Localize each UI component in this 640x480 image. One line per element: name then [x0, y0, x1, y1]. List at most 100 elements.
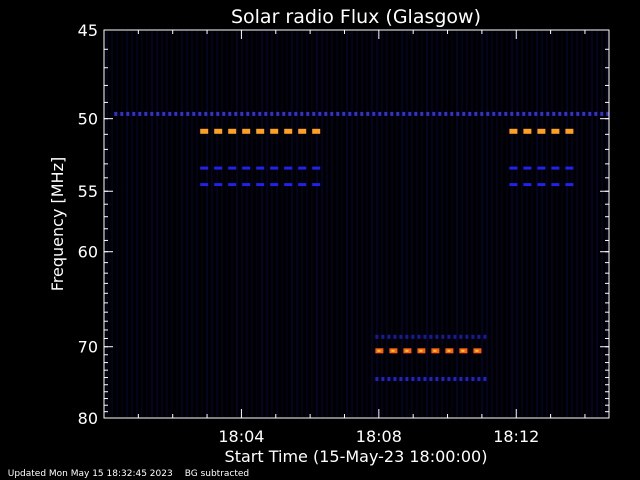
emission-block [565, 183, 574, 187]
emission-block [200, 183, 209, 187]
emission-core [419, 349, 423, 352]
noise-streak [366, 31, 368, 417]
noise-streak [161, 31, 163, 417]
noise-streak [241, 31, 243, 417]
emission-block [558, 111, 562, 116]
noise-streak [546, 31, 548, 417]
emission-block [381, 377, 385, 381]
emission-block [551, 166, 560, 170]
noise-streak [471, 31, 473, 417]
emission-block [282, 111, 286, 116]
emission-block [486, 111, 490, 116]
emission-block [408, 111, 412, 116]
emission-block [284, 183, 293, 187]
emission-block [552, 111, 556, 116]
noise-streak [196, 31, 198, 417]
noise-streak [266, 31, 268, 417]
emission-block [256, 183, 265, 187]
noise-streak [561, 31, 563, 417]
noise-streak [276, 31, 278, 417]
emission-block [465, 377, 469, 381]
emission-block [144, 111, 148, 116]
emission-block [504, 111, 508, 116]
emission-block [509, 183, 518, 187]
emission-block [474, 111, 478, 116]
noise-streak [521, 31, 523, 417]
emission-block [468, 111, 472, 116]
noise-streak [606, 31, 608, 417]
y-tick-label: 50 [78, 110, 98, 129]
emission-block [258, 111, 262, 116]
noise-streak [501, 31, 503, 417]
noise-streak [586, 31, 588, 417]
noise-streak [466, 31, 468, 417]
emission-block [471, 334, 475, 339]
noise-streak [431, 31, 433, 417]
emission-core [447, 349, 451, 352]
emission-block [565, 166, 574, 170]
emission-block [214, 128, 223, 134]
noise-streak [566, 31, 568, 417]
x-axis: 18:04 18:08 18:12 [137, 30, 586, 446]
emission-block [348, 111, 352, 116]
noise-streak [391, 31, 393, 417]
emission-block [284, 128, 293, 134]
emission-block [459, 334, 463, 339]
x-tick-label: 18:04 [218, 427, 264, 446]
noise-streak [491, 31, 493, 417]
noise-streak [581, 31, 583, 417]
noise-streak [376, 31, 378, 417]
emission-core [475, 349, 479, 352]
noise-streak [486, 31, 488, 417]
emission-block [411, 377, 415, 381]
footer: Updated Mon May 15 18:32:45 2023 BG subtr… [2, 459, 261, 479]
noise-streak [601, 31, 603, 417]
emission-block [210, 111, 214, 116]
noise-streak [456, 31, 458, 417]
emission-block [214, 183, 223, 187]
emission-block [523, 183, 532, 187]
x-tick-label: 18:08 [356, 427, 402, 446]
plot-frame [103, 29, 610, 419]
emission-block [126, 111, 130, 116]
noise-streak [216, 31, 218, 417]
emission-block [312, 111, 316, 116]
emission-block [453, 377, 457, 381]
emission-block [312, 166, 321, 170]
noise-streak [591, 31, 593, 417]
noise-streak [146, 31, 148, 417]
noise-streak [346, 31, 348, 417]
emission-block [429, 377, 433, 381]
noise-streak [476, 31, 478, 417]
emission-block [298, 128, 307, 134]
emission-block [405, 377, 409, 381]
emission-block [435, 334, 439, 339]
emission-block [300, 111, 304, 116]
y-tick-label: 70 [78, 338, 98, 357]
emission-block [390, 111, 394, 116]
emission-block [204, 111, 208, 116]
noise-streak [281, 31, 283, 417]
emission-block [276, 111, 280, 116]
emission-block [523, 128, 532, 134]
noise-streak [206, 31, 208, 417]
emission-block [318, 111, 322, 116]
noise-streak [461, 31, 463, 417]
emission-block [565, 128, 574, 134]
emission-block [228, 183, 237, 187]
emission-block [393, 334, 397, 339]
emission-block [444, 111, 448, 116]
emission-block [402, 111, 406, 116]
emission-block [174, 111, 178, 116]
emission-block [447, 334, 451, 339]
emission-block [477, 334, 481, 339]
emission-block [384, 111, 388, 116]
emission-block [298, 183, 307, 187]
noise-streak [511, 31, 513, 417]
emission-block [399, 377, 403, 381]
emission-block [582, 111, 586, 116]
noise-streak [236, 31, 238, 417]
emission-block [216, 111, 220, 116]
noise-streak [451, 31, 453, 417]
emission-block [417, 377, 421, 381]
